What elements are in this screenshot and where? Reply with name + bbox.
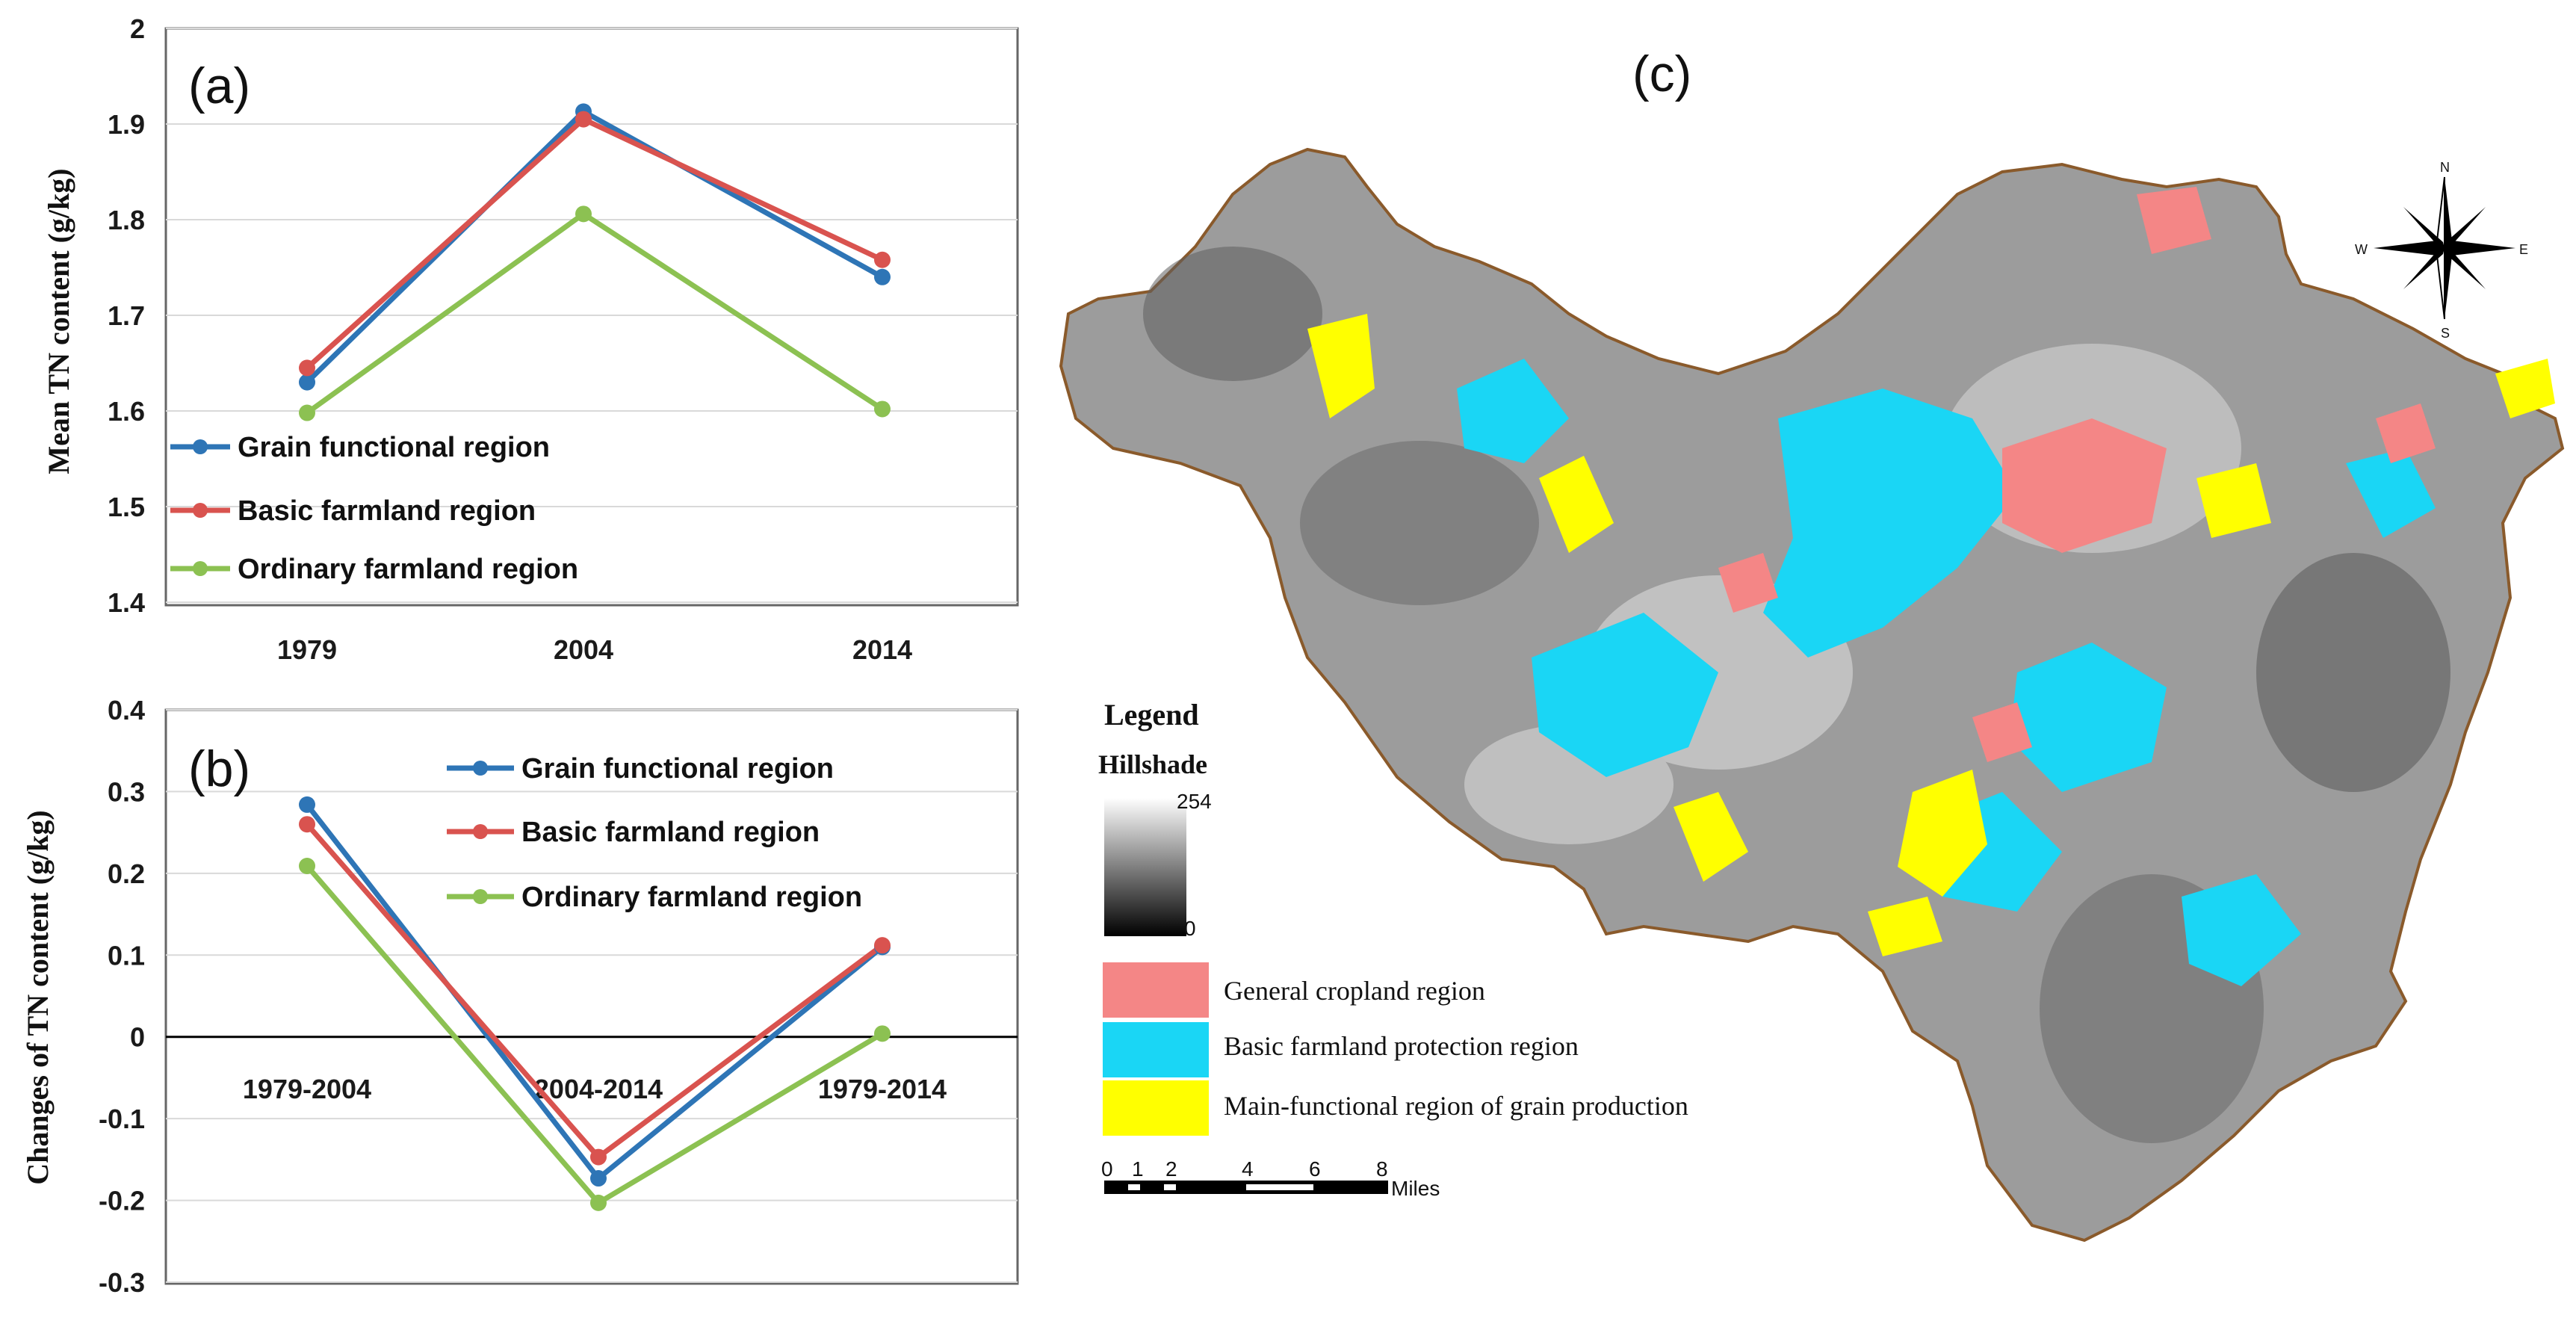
b-point-grain-functional-region [590,1170,607,1187]
map-scale-bar: 0 1 2 4 6 8 Miles [1101,1157,1440,1200]
panel-b-legend: Grain functional region Basic farmland r… [447,753,862,913]
a-point-grain-functional-region [874,268,891,285]
a-ytick-label: 1.6 [108,396,145,427]
scale-tick-8: 8 [1376,1157,1388,1181]
a-xtick-label: 1979 [277,634,337,665]
scale-tick-2: 2 [1165,1157,1177,1181]
map-general-cropland-patches [1718,187,2436,762]
panel-a-ylabel: Mean TN content (g/kg) [42,168,75,474]
map-basic-farmland-patches [1457,359,2436,986]
map-grain-production-patches [1307,314,2555,956]
b-point-grain-functional-region [299,796,315,813]
a-ytick-label: 1.9 [108,109,145,140]
legend-a-basic-label: Basic farmland region [238,495,536,527]
scale-unit: Miles [1391,1177,1440,1200]
b-point-basic-farmland-region [590,1148,607,1166]
b-ytick-label: 0.4 [108,695,145,726]
legend-b-grain-label: Grain functional region [521,753,834,785]
b-point-ordinary-farmland-region [590,1194,607,1211]
b-point-ordinary-farmland-region [299,858,315,875]
map-legend-title: Legend [1104,698,1199,731]
compass-e: E [2519,242,2528,257]
compass-s: S [2441,326,2450,341]
b-ytick-label: -0.3 [99,1267,145,1298]
a-ytick-label: 1.7 [108,300,145,331]
legend-b-ordinary-label: Ordinary farmland region [521,882,862,913]
legend-b-basic-marker [473,824,488,839]
b-ytick-label: -0.1 [99,1104,145,1134]
legend-grain-production-swatch [1103,1080,1209,1136]
a-ytick-label: 1.5 [108,492,145,522]
legend-a-ordinary-marker [193,561,208,576]
panel-b-label: (b) [188,740,250,797]
a-xtick-label: 2004 [554,634,613,665]
panel-b: -0.3 -0.2 -0.1 0 0.1 0.2 0.3 0.4 1979-2004 2004-… [21,695,1019,1298]
a-ytick-label: 1.8 [108,205,145,235]
legend-a-basic-marker [193,503,208,518]
legend-general-cropland-swatch [1103,962,1209,1018]
legend-general-cropland-label: General cropland region [1224,976,1485,1006]
legend-basic-farmland-swatch [1103,1022,1209,1077]
a-xtick-label: 2014 [852,634,912,665]
a-point-grain-functional-region [299,374,315,391]
a-point-ordinary-farmland-region [874,400,891,418]
panel-c-map: (c) [1059,46,2565,1243]
panel-c-label: (c) [1632,46,1691,102]
map-legend: Legend Hillshade 254 0 General cropland … [1098,698,1688,1136]
b-ytick-label: 0.1 [108,940,145,971]
a-point-basic-farmland-region [575,111,592,128]
scale-tick-0: 0 [1101,1157,1113,1181]
scale-tick-1: 1 [1132,1157,1144,1181]
legend-b-basic-label: Basic farmland region [521,817,820,848]
a-point-basic-farmland-region [299,359,315,377]
legend-basic-farmland-label: Basic farmland protection region [1224,1031,1579,1061]
legend-a-grain-label: Grain functional region [238,432,550,463]
legend-a-ordinary-label: Ordinary farmland region [238,554,578,585]
b-point-basic-farmland-region [874,937,891,954]
b-xtick-label: 1979-2014 [818,1074,947,1104]
map-compass-icon: N S E W [2355,160,2528,341]
a-point-ordinary-farmland-region [299,404,315,421]
panel-b-ylabel: Changes of TN content (g/kg) [21,810,55,1185]
b-xtick-label: 2004-2014 [534,1074,663,1104]
scale-tick-6: 6 [1309,1157,1321,1181]
hillshade-ramp [1104,798,1186,936]
map-legend-hillshade-label: Hillshade [1098,749,1207,779]
a-ytick-label: 2 [130,13,145,44]
b-ytick-label: 0.2 [108,859,145,889]
compass-n: N [2440,160,2450,175]
b-xtick-label: 1979-2004 [243,1074,371,1104]
legend-a-grain-marker [193,439,208,454]
panel-a-legend: Grain functional region Basic farmland r… [170,432,578,585]
b-ytick-label: 0 [130,1022,145,1053]
hillshade-max: 254 [1177,790,1212,813]
panel-a: 1.4 1.5 1.6 1.7 1.8 1.9 2 1979 2004 2014 (a) Mea… [42,13,1019,665]
b-ytick-label: -0.2 [99,1186,145,1216]
legend-b-grain-marker [473,761,488,776]
legend-grain-production-label: Main-functional region of grain producti… [1224,1091,1688,1121]
scale-tick-4: 4 [1242,1157,1254,1181]
a-point-ordinary-farmland-region [575,205,592,223]
b-point-basic-farmland-region [299,816,315,833]
hillshade-min: 0 [1184,917,1196,940]
b-ytick-label: 0.3 [108,776,145,807]
panel-a-label: (a) [188,58,250,114]
legend-b-ordinary-marker [473,889,488,904]
b-point-ordinary-farmland-region [874,1025,891,1042]
compass-w: W [2355,242,2368,257]
a-ytick-label: 1.4 [108,587,145,618]
a-point-basic-farmland-region [874,251,891,268]
